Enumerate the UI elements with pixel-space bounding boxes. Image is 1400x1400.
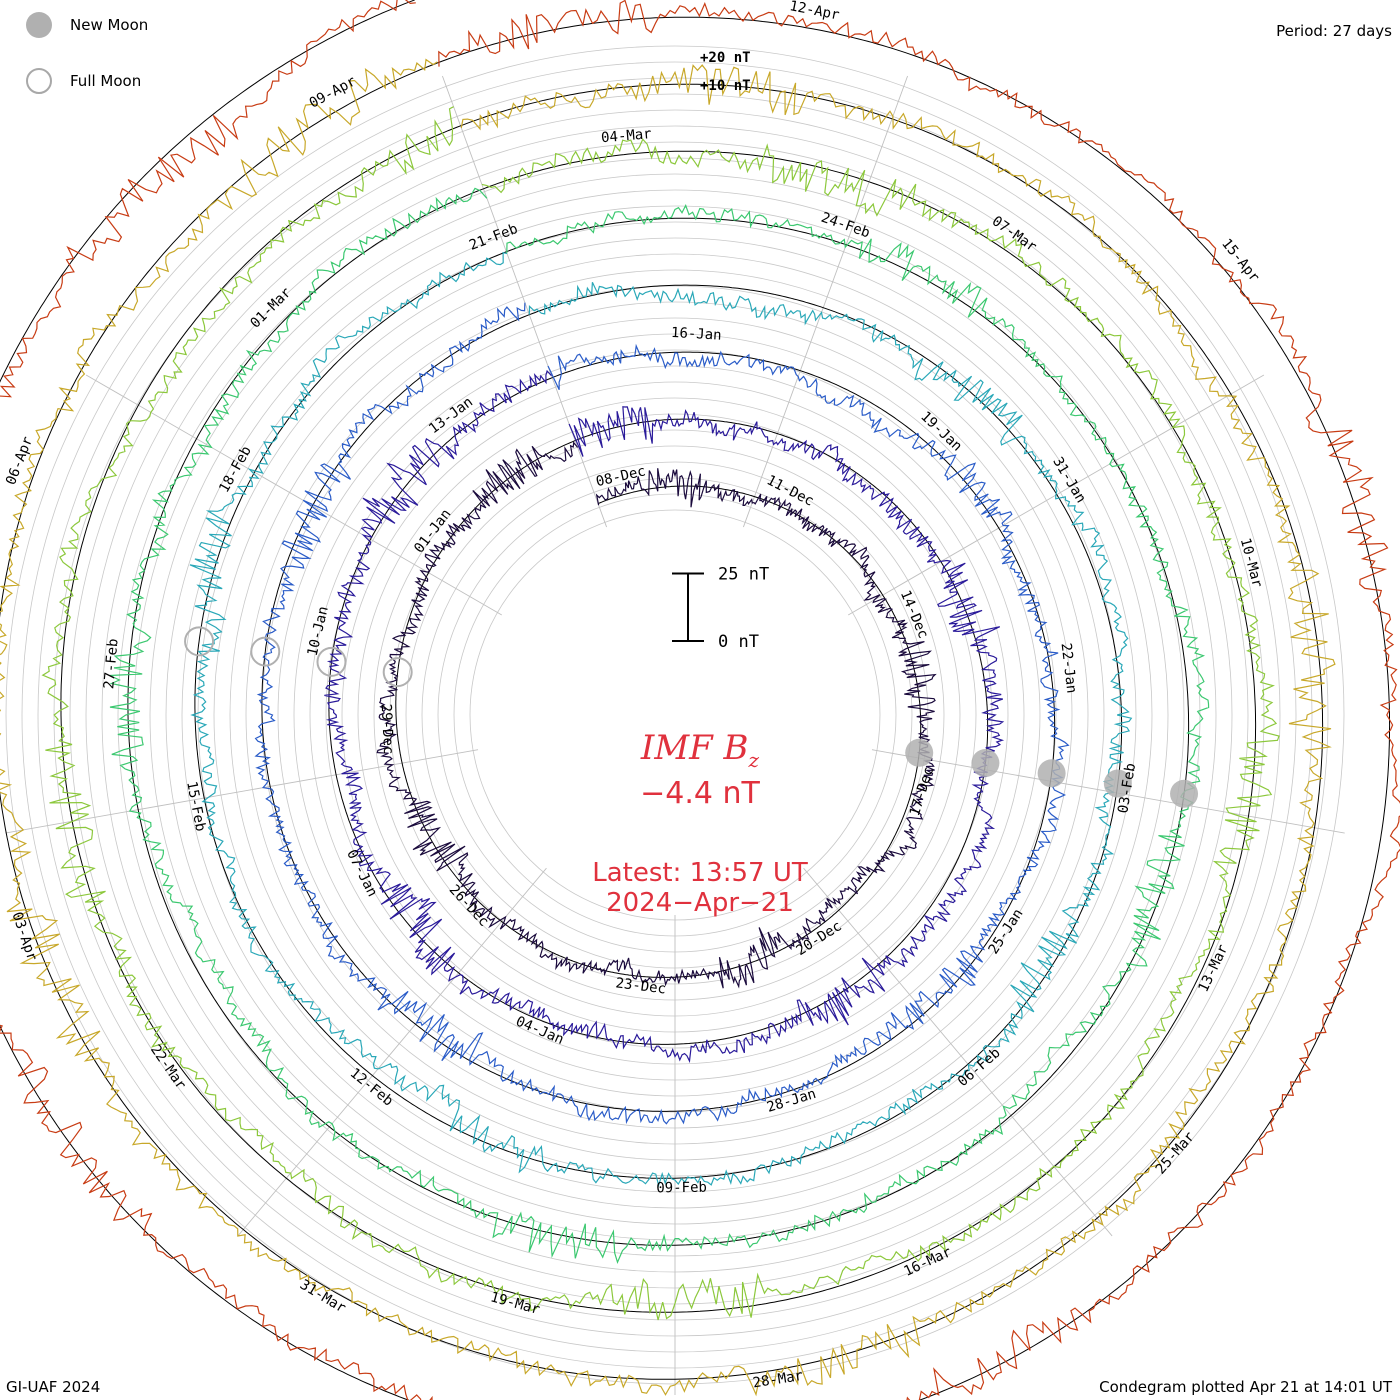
full-moon-marker [316, 646, 347, 677]
credit-label: GI-UAF 2024 [6, 1378, 101, 1396]
date-label: 04-Mar [601, 126, 653, 146]
date-label: 08-Dec [594, 463, 647, 490]
trace-6 [41, 106, 1280, 1321]
period-label: Period: 27 days [1276, 22, 1392, 40]
date-label: 27-Feb [101, 638, 122, 690]
scale-bar-bottom-label: 0 nT [718, 632, 759, 652]
trace-5 [109, 187, 1210, 1264]
full-moon-marker [382, 657, 413, 688]
date-label: 13-Jan [426, 394, 476, 437]
imf-title-main: IMF B [640, 728, 749, 768]
trace-1 [376, 441, 937, 989]
scale-bar-top-label: 25 nT [718, 565, 769, 585]
day-spoke [442, 75, 608, 528]
date-label: 21-Feb [467, 221, 520, 254]
date-label: 03-Feb [1115, 762, 1139, 814]
date-label: 04-Jan [513, 1013, 566, 1048]
legend-full-moon-label: Full Moon [70, 72, 142, 90]
date-label: 15-Apr [1218, 236, 1262, 285]
day-spoke [742, 75, 908, 528]
legend-new-moon-label: New Moon [70, 16, 149, 34]
date-label: 09-Feb [656, 1180, 707, 1197]
imf-value: −4.4 nT [640, 776, 760, 811]
zero-baseline [261, 314, 1056, 1112]
trace-2 [324, 369, 1005, 1064]
date-label: 06-Apr [3, 434, 36, 487]
date-label: 16-Jan [671, 325, 722, 344]
full-moon-marker [250, 636, 281, 667]
offset-labels: +20 nT +10 nT [700, 50, 751, 94]
date-label: 22-Jan [1057, 642, 1079, 694]
date-label: 01-Jan [411, 506, 454, 556]
date-label: 23-Dec [615, 975, 667, 997]
zero-baseline [127, 188, 1190, 1246]
date-label: 10-Jan [305, 605, 332, 658]
new-moon-marker [1037, 759, 1066, 788]
new-moon-marker [905, 738, 934, 767]
date-label: 19-Jan [917, 408, 965, 454]
imf-title: IMF Bz [0, 728, 1400, 772]
offset-label: +10 nT [700, 78, 751, 94]
trace-3 [254, 302, 1070, 1125]
plotted-timestamp: Condegram plotted Apr 21 at 14:01 UT [1099, 1378, 1392, 1396]
moon-markers [184, 626, 1199, 808]
scale-bar: 25 nT 0 nT [672, 565, 769, 652]
imf-title-sub: z [748, 747, 760, 772]
zero-baseline [194, 251, 1123, 1179]
date-label: 28-Mar [752, 1368, 804, 1392]
zero-baseline [0, 62, 1324, 1380]
full-moon-swatch-icon [26, 68, 52, 94]
new-moon-marker [1170, 779, 1199, 808]
new-moon-swatch-icon [26, 12, 52, 38]
date-label: 07-Mar [989, 213, 1040, 255]
offset-label: +20 nT [700, 50, 751, 66]
latest-date: 2024−Apr−21 [606, 888, 794, 918]
new-moon-marker [971, 749, 1000, 778]
latest-time: Latest: 13:57 UT [592, 858, 808, 888]
day-spoke [85, 374, 503, 616]
new-moon-marker [1103, 769, 1132, 798]
date-label: 09-Apr [307, 73, 359, 111]
date-labels: 08-Dec 11-Dec14-Dec17-Dec20-Dec23-Dec26-D… [3, 0, 1265, 1391]
legend-full-moon: Full Moon [26, 68, 141, 94]
date-label: 29-Dec [378, 703, 396, 754]
date-label: 31-Mar [297, 1277, 349, 1317]
trace-7 [0, 58, 1336, 1397]
day-spoke [237, 867, 547, 1237]
day-spoke [803, 867, 1113, 1237]
legend-new-moon: New Moon [26, 12, 148, 38]
full-moon-marker [184, 626, 215, 657]
latest-block: Latest: 13:57 UT 2024−Apr−21 [0, 858, 1400, 918]
date-label: 12-Apr [788, 0, 841, 24]
zero-baseline [395, 440, 922, 978]
date-label: 13-Mar [1196, 942, 1232, 995]
date-label: 01-Mar [247, 285, 294, 332]
date-label: 16-Mar [901, 1244, 954, 1280]
trace-4 [189, 251, 1133, 1188]
day-spoke [5, 749, 479, 834]
